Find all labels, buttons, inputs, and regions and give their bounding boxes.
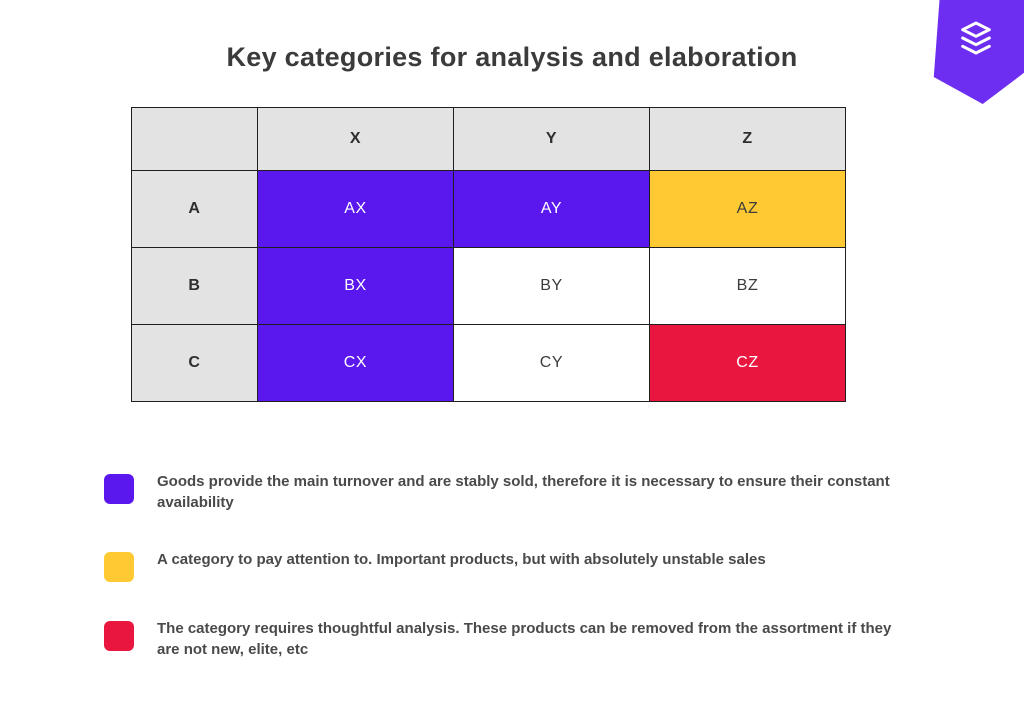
matrix-cell-bz: BZ	[649, 247, 846, 325]
legend-text-red: The category requires thoughtful analysi…	[157, 620, 892, 659]
matrix-col-header-y: Y	[453, 107, 650, 171]
purple-swatch-icon	[104, 474, 134, 504]
legend-item-purple: Goods provide the main turnover and are …	[104, 472, 924, 513]
matrix-row-label-a: A	[131, 170, 258, 248]
red-swatch-icon	[104, 621, 134, 652]
legend: Goods provide the main turnover and are …	[104, 472, 924, 661]
matrix-cell-ax: AX	[257, 170, 454, 248]
abc-xyz-matrix-table: X Y Z A AX AY AZ B BX BY BZ C CX CY	[131, 107, 846, 402]
matrix-col-header-z: Z	[649, 107, 846, 171]
matrix-cell-ay: AY	[453, 170, 650, 248]
layers-icon	[956, 0, 996, 63]
legend-item-red: The category requires thoughtful analysi…	[104, 619, 924, 660]
matrix-cell-cy: CY	[453, 324, 650, 402]
matrix-cell-bx: BX	[257, 247, 454, 325]
matrix-header-row: X Y Z	[131, 107, 846, 171]
matrix-row-b: B BX BY BZ	[131, 247, 846, 325]
page-title: Key categories for analysis and elaborat…	[226, 42, 798, 72]
matrix-cell-cx: CX	[257, 324, 454, 402]
legend-text-purple: Goods provide the main turnover and are …	[157, 473, 890, 511]
matrix-cell-cz: CZ	[649, 324, 846, 402]
matrix-cell-by: BY	[453, 247, 650, 325]
legend-text-yellow: A category to pay attention to. Importan…	[157, 551, 766, 569]
matrix-row-label-b: B	[131, 247, 258, 325]
matrix-cell-az: AZ	[649, 170, 846, 248]
matrix-corner-cell	[131, 107, 258, 171]
matrix-col-header-x: X	[257, 107, 454, 171]
yellow-swatch-icon	[104, 552, 134, 583]
matrix-row-c: C CX CY CZ	[131, 324, 846, 402]
matrix-row-a: A AX AY AZ	[131, 170, 846, 248]
legend-item-yellow: A category to pay attention to. Importan…	[104, 550, 924, 583]
matrix-row-label-c: C	[131, 324, 258, 402]
brand-logo-badge	[933, 0, 1024, 104]
